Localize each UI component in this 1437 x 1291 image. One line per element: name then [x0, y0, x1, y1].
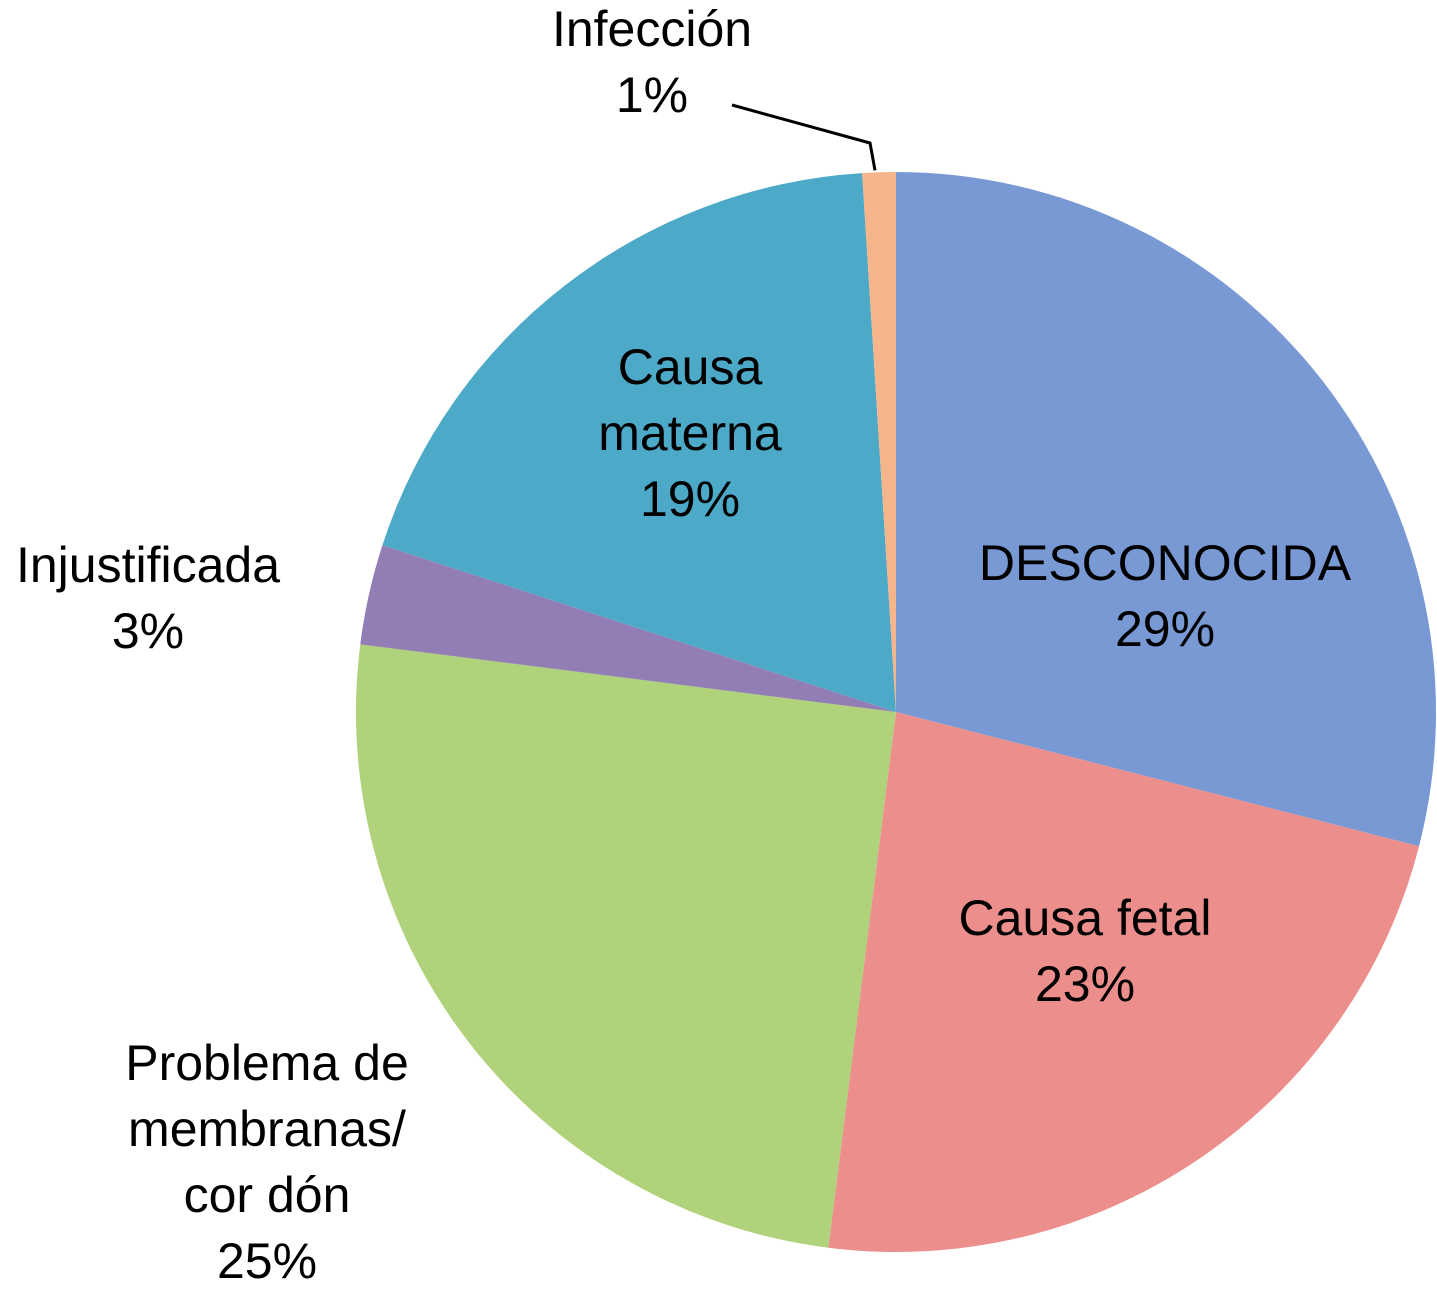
slice-value-label: 23% [1035, 956, 1135, 1012]
pie-slice [896, 172, 1436, 847]
slice-label: DESCONOCIDA 29% [979, 535, 1352, 657]
slice-value-label: 1% [616, 67, 688, 123]
pie-slice [382, 173, 896, 712]
pie-slice [828, 712, 1420, 1252]
slice-label: Injustificada 3% [16, 537, 280, 659]
slice-value-label: 3% [112, 603, 184, 659]
pie-slice [862, 172, 896, 712]
leader-line [731, 103, 877, 171]
slice-name-label: membranas/ [128, 1101, 406, 1157]
slice-name-label: Problema de [125, 1035, 409, 1091]
slice-name-label: Infección [552, 1, 752, 57]
slice-name-label: Injustificada [16, 537, 280, 593]
slice-label: Causa materna 19% [598, 339, 782, 527]
slice-label: Problema de membranas/cor dón 25% [125, 1035, 409, 1289]
slice-name-label: Causa fetal [959, 890, 1212, 946]
slice-value-label: 19% [640, 471, 740, 527]
pie-slice [356, 644, 897, 1248]
pie-slices [356, 172, 1436, 1252]
slice-name-label: cor dón [184, 1167, 351, 1223]
pie-slice [360, 545, 896, 712]
slice-label: Causa fetal 23% [959, 890, 1212, 1012]
slice-label: Infección 1% [552, 1, 752, 123]
slice-value-label: 29% [1115, 601, 1215, 657]
slice-labels: DESCONOCIDA 29% Causa fetal 23% Problema de m… [16, 1, 1352, 1289]
slice-name-label: materna [598, 405, 782, 461]
slice-value-label: 25% [217, 1233, 317, 1289]
slice-name-label: Causa [618, 339, 763, 395]
slice-name-label: DESCONOCIDA [979, 535, 1352, 591]
leader-lines [731, 103, 877, 171]
